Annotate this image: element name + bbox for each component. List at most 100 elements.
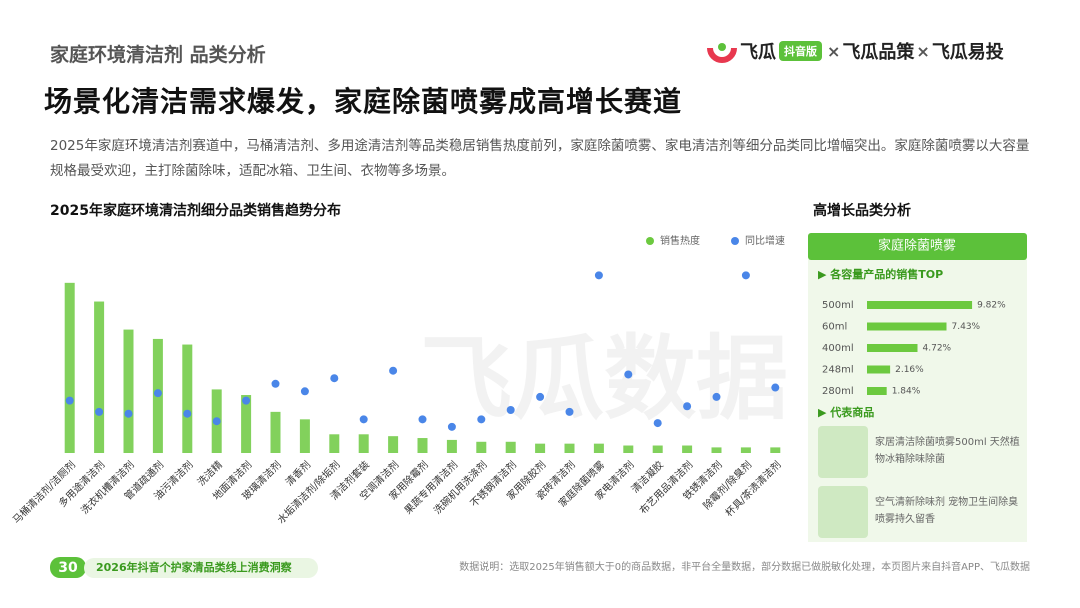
- bar: [867, 322, 947, 331]
- y-tick-label: 400ml: [822, 343, 854, 354]
- bar: [867, 301, 973, 309]
- bar: [564, 443, 575, 453]
- header: 家庭环境清洁剂 品类分析: [50, 44, 266, 66]
- dot: [594, 271, 603, 280]
- logo-x: ×: [827, 41, 841, 61]
- bar: [593, 443, 604, 453]
- bar: [64, 282, 75, 453]
- chart-title: 2025年家庭环境清洁剂细分品类销售趋势分布: [50, 202, 341, 219]
- dot: [771, 383, 780, 392]
- panel-title: 高增长品类分析: [813, 202, 911, 219]
- bar: [867, 344, 918, 352]
- logo-pill: 抖音版: [779, 41, 822, 61]
- value-label: 7.43%: [952, 322, 981, 332]
- y-tick-label: 280ml: [822, 386, 854, 397]
- page-pill: [50, 557, 86, 578]
- legend-label: 同比增速: [745, 234, 785, 247]
- logo-text: 飞瓜品策: [842, 42, 915, 63]
- bar: [358, 434, 369, 453]
- panel-box: [808, 233, 1027, 260]
- product-text: 空气清新除味剂 宠物卫生间除臭喷雾持久留香: [875, 497, 1019, 525]
- bar: [505, 441, 516, 453]
- dot: [653, 419, 662, 428]
- paragraph: 2025年家庭环境清洁剂赛道中，马桶清洁剂、多用途清洁剂等品类稳居销售热度前列，…: [50, 138, 1030, 179]
- bar: [711, 447, 722, 453]
- dot: [712, 392, 721, 401]
- dot: [536, 392, 545, 401]
- section-title: ▶ 各容量产品的销售TOP: [818, 267, 943, 281]
- dot: [300, 387, 309, 396]
- value-label: 1.84%: [892, 387, 921, 397]
- dot: [389, 366, 398, 375]
- legend-label: 销售热度: [660, 234, 700, 247]
- dot: [330, 374, 339, 383]
- page-number: 30: [58, 560, 78, 576]
- value-label: 2.16%: [895, 365, 924, 375]
- section-title: ▶ 代表商品: [818, 405, 874, 419]
- bar: [535, 443, 546, 453]
- logo-x: ×: [916, 41, 930, 61]
- logo-text: 飞瓜易投: [931, 42, 1004, 63]
- bar: [867, 387, 887, 395]
- y-tick-label: 500ml: [822, 300, 854, 311]
- dot: [447, 422, 456, 431]
- bar: [182, 344, 193, 453]
- bar: [270, 411, 281, 453]
- dot: [741, 271, 750, 280]
- bar: [476, 441, 487, 453]
- watermark: 飞瓜数据: [420, 325, 788, 432]
- bar: [623, 445, 634, 453]
- dot: [271, 379, 280, 388]
- dot: [65, 396, 74, 405]
- bar: [446, 439, 457, 453]
- bar: [770, 447, 781, 453]
- logo-dot: [718, 43, 726, 51]
- dot: [477, 415, 486, 424]
- logo-icon: [707, 43, 737, 63]
- product-text: 家居清洁除菌喷雾500ml 天然植物冰箱除味除菌: [875, 437, 1020, 465]
- bar: [682, 445, 693, 453]
- product-text-box: 空气清新除味剂 宠物卫生间除臭喷雾持久留香: [875, 497, 1019, 525]
- dot: [242, 396, 251, 405]
- dot: [153, 389, 162, 398]
- dot: [359, 415, 368, 424]
- x-tick-label: 洗洁精: [195, 458, 225, 488]
- panel-box-title: 家庭除菌喷雾: [878, 238, 956, 254]
- bar: [123, 329, 134, 453]
- dot: [212, 417, 221, 426]
- footnote: 数据说明：选取2025年销售额大于0的商品数据，非平台全量数据，部分数据已做脱敏…: [459, 560, 1030, 573]
- value-label: 4.72%: [923, 344, 952, 354]
- bar: [241, 395, 252, 453]
- bar: [740, 447, 751, 453]
- dot: [124, 409, 133, 418]
- bar: [867, 365, 891, 374]
- legend-swatch: [646, 237, 654, 245]
- y-tick-label: 248ml: [822, 365, 854, 376]
- product-image: [818, 426, 868, 478]
- headline: 场景化清洁需求爆发，家庭除菌喷雾成高增长赛道: [44, 85, 683, 118]
- bar: [652, 445, 663, 453]
- dot: [624, 370, 633, 379]
- logo-text: 飞瓜: [740, 42, 776, 63]
- y-tick-label: 60ml: [822, 322, 847, 333]
- dot: [506, 405, 515, 414]
- bar: [329, 434, 340, 453]
- dot: [183, 409, 192, 418]
- dot: [95, 407, 104, 416]
- bar: [388, 436, 399, 453]
- logo: 飞瓜 抖音版 × 飞瓜品策 × 飞瓜易投: [706, 36, 1004, 66]
- legend-swatch: [731, 237, 739, 245]
- report-pill: [84, 558, 318, 578]
- dot: [565, 407, 574, 416]
- bar: [417, 438, 428, 453]
- logo-arc: [707, 47, 737, 63]
- report-name: 2026年抖音个护家清品类线上消费洞察: [96, 560, 293, 574]
- bar: [94, 301, 105, 453]
- bar: [299, 419, 310, 453]
- value-label: 9.82%: [977, 301, 1006, 311]
- product-image: [818, 486, 868, 538]
- dot: [418, 415, 427, 424]
- dot: [683, 402, 692, 411]
